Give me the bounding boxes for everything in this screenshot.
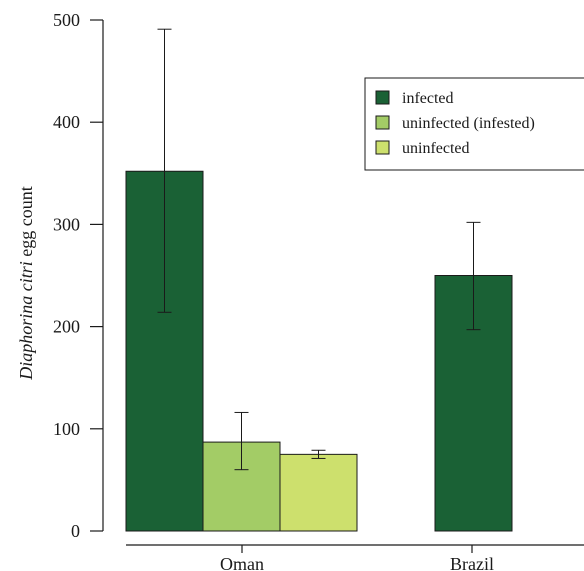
error-bars [157,28,481,471]
legend-swatch [375,140,390,155]
y-axis-title: Diaphorina citri egg count [16,186,36,381]
legend-box [364,77,584,171]
y-axis-title-rest: egg count [16,186,36,261]
legend-label: uninfected [402,140,470,157]
legend: infected uninfected (infested) uninfected [364,77,584,171]
x-tick-label-oman: Oman [220,554,264,571]
y-tick-label: 200 [53,317,80,337]
y-tick-label: 300 [53,214,80,234]
x-axis-labels: Oman Brazil [220,545,494,571]
y-tick-label: 0 [71,521,80,541]
bar-oman-uninfected [279,453,358,532]
y-axis-title-italic: Diaphorina citri [16,261,36,381]
y-tick-label: 100 [53,419,80,439]
bars [125,170,513,532]
legend-swatch [375,90,390,105]
axes [102,20,584,546]
y-tick-label: 500 [53,10,80,30]
legend-label: uninfected (infested) [402,115,535,132]
legend-label: infected [402,90,454,107]
y-tick-label: 400 [53,112,80,132]
legend-swatch [375,115,390,130]
x-tick-label-brazil: Brazil [450,554,494,571]
y-axis-ticks: 0 100 200 300 400 500 [53,10,103,541]
